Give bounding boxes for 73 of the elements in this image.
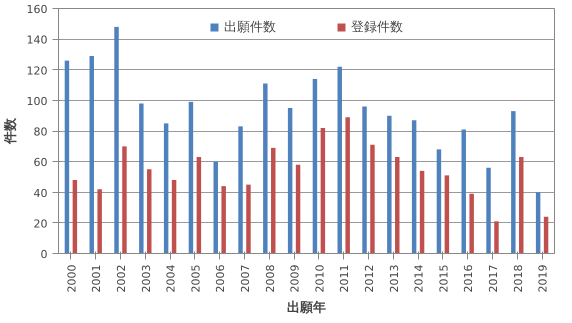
- y-axis-title: 件数: [4, 117, 19, 145]
- bar: [511, 111, 516, 254]
- bar: [271, 148, 276, 254]
- x-tick-label: 2018: [512, 264, 525, 292]
- bar: [494, 221, 499, 254]
- bar: [420, 170, 424, 254]
- x-tick-label: 2011: [338, 264, 352, 292]
- bar: [164, 123, 168, 254]
- bar: [345, 117, 350, 254]
- bar: [444, 175, 450, 254]
- bar: [114, 26, 119, 254]
- bar: [263, 84, 268, 254]
- x-tick-label: 2012: [363, 264, 376, 292]
- y-tick-label: 160: [26, 3, 48, 16]
- bar: [238, 126, 243, 254]
- x-tick-label: 2007: [239, 264, 252, 292]
- bar: [436, 149, 442, 254]
- y-tick-label: 0: [40, 248, 48, 261]
- bar: [462, 129, 466, 254]
- bar: [338, 66, 342, 254]
- x-tick-label: 2001: [90, 264, 104, 292]
- bar: [64, 60, 70, 254]
- y-tick-label: 120: [26, 64, 48, 78]
- bar: [214, 162, 218, 254]
- x-tick-label: 2000: [65, 264, 78, 292]
- bar: [196, 157, 202, 254]
- bar: [362, 106, 367, 254]
- x-axis-title: 出願年: [287, 300, 326, 316]
- x-tick-label: 2006: [214, 264, 228, 292]
- bar: [312, 78, 318, 254]
- y-tick-label: 80: [34, 126, 48, 138]
- bar: [320, 128, 326, 254]
- x-tick-label: 2008: [264, 264, 277, 292]
- x-tick-label: 2003: [140, 264, 153, 292]
- bar: [544, 216, 548, 254]
- bar: [519, 157, 524, 254]
- bar: [172, 180, 176, 254]
- bar: [387, 116, 392, 254]
- bar: [188, 102, 194, 254]
- x-tick-label: 2004: [164, 264, 178, 292]
- legend-label: 出願件数: [224, 19, 276, 36]
- bar: [536, 192, 540, 254]
- bar: [370, 144, 375, 254]
- bar: [246, 184, 251, 254]
- x-tick-label: 2014: [412, 264, 426, 292]
- bar: [469, 194, 474, 254]
- bar: [221, 186, 226, 254]
- bar: [288, 108, 292, 254]
- legend-label: 登録件数: [351, 19, 403, 36]
- x-tick-label: 2017: [487, 264, 500, 292]
- x-tick-label: 2005: [189, 264, 202, 292]
- y-tick-label: 100: [26, 94, 48, 108]
- x-tick-label: 2002: [115, 264, 128, 292]
- bar: [72, 180, 78, 254]
- y-tick-label: 20: [34, 217, 48, 230]
- bar: [486, 168, 491, 254]
- bar: [122, 146, 127, 254]
- y-tick-label: 140: [26, 34, 48, 47]
- bar: [90, 56, 94, 254]
- bar: [412, 120, 416, 254]
- x-tick-label: 2009: [288, 264, 302, 292]
- x-tick-label: 2010: [313, 264, 326, 292]
- y-tick-label: 40: [34, 186, 48, 200]
- x-tick-label: 2013: [388, 264, 401, 292]
- bar: [296, 164, 300, 254]
- x-tick-label: 2016: [462, 264, 476, 292]
- bar: [97, 189, 102, 254]
- bar: [139, 103, 144, 254]
- bar: [147, 169, 152, 254]
- x-tick-label: 2015: [437, 264, 450, 292]
- y-tick-label: 60: [34, 156, 48, 170]
- x-tick-label: 2019: [536, 264, 550, 292]
- bar: [395, 157, 400, 254]
